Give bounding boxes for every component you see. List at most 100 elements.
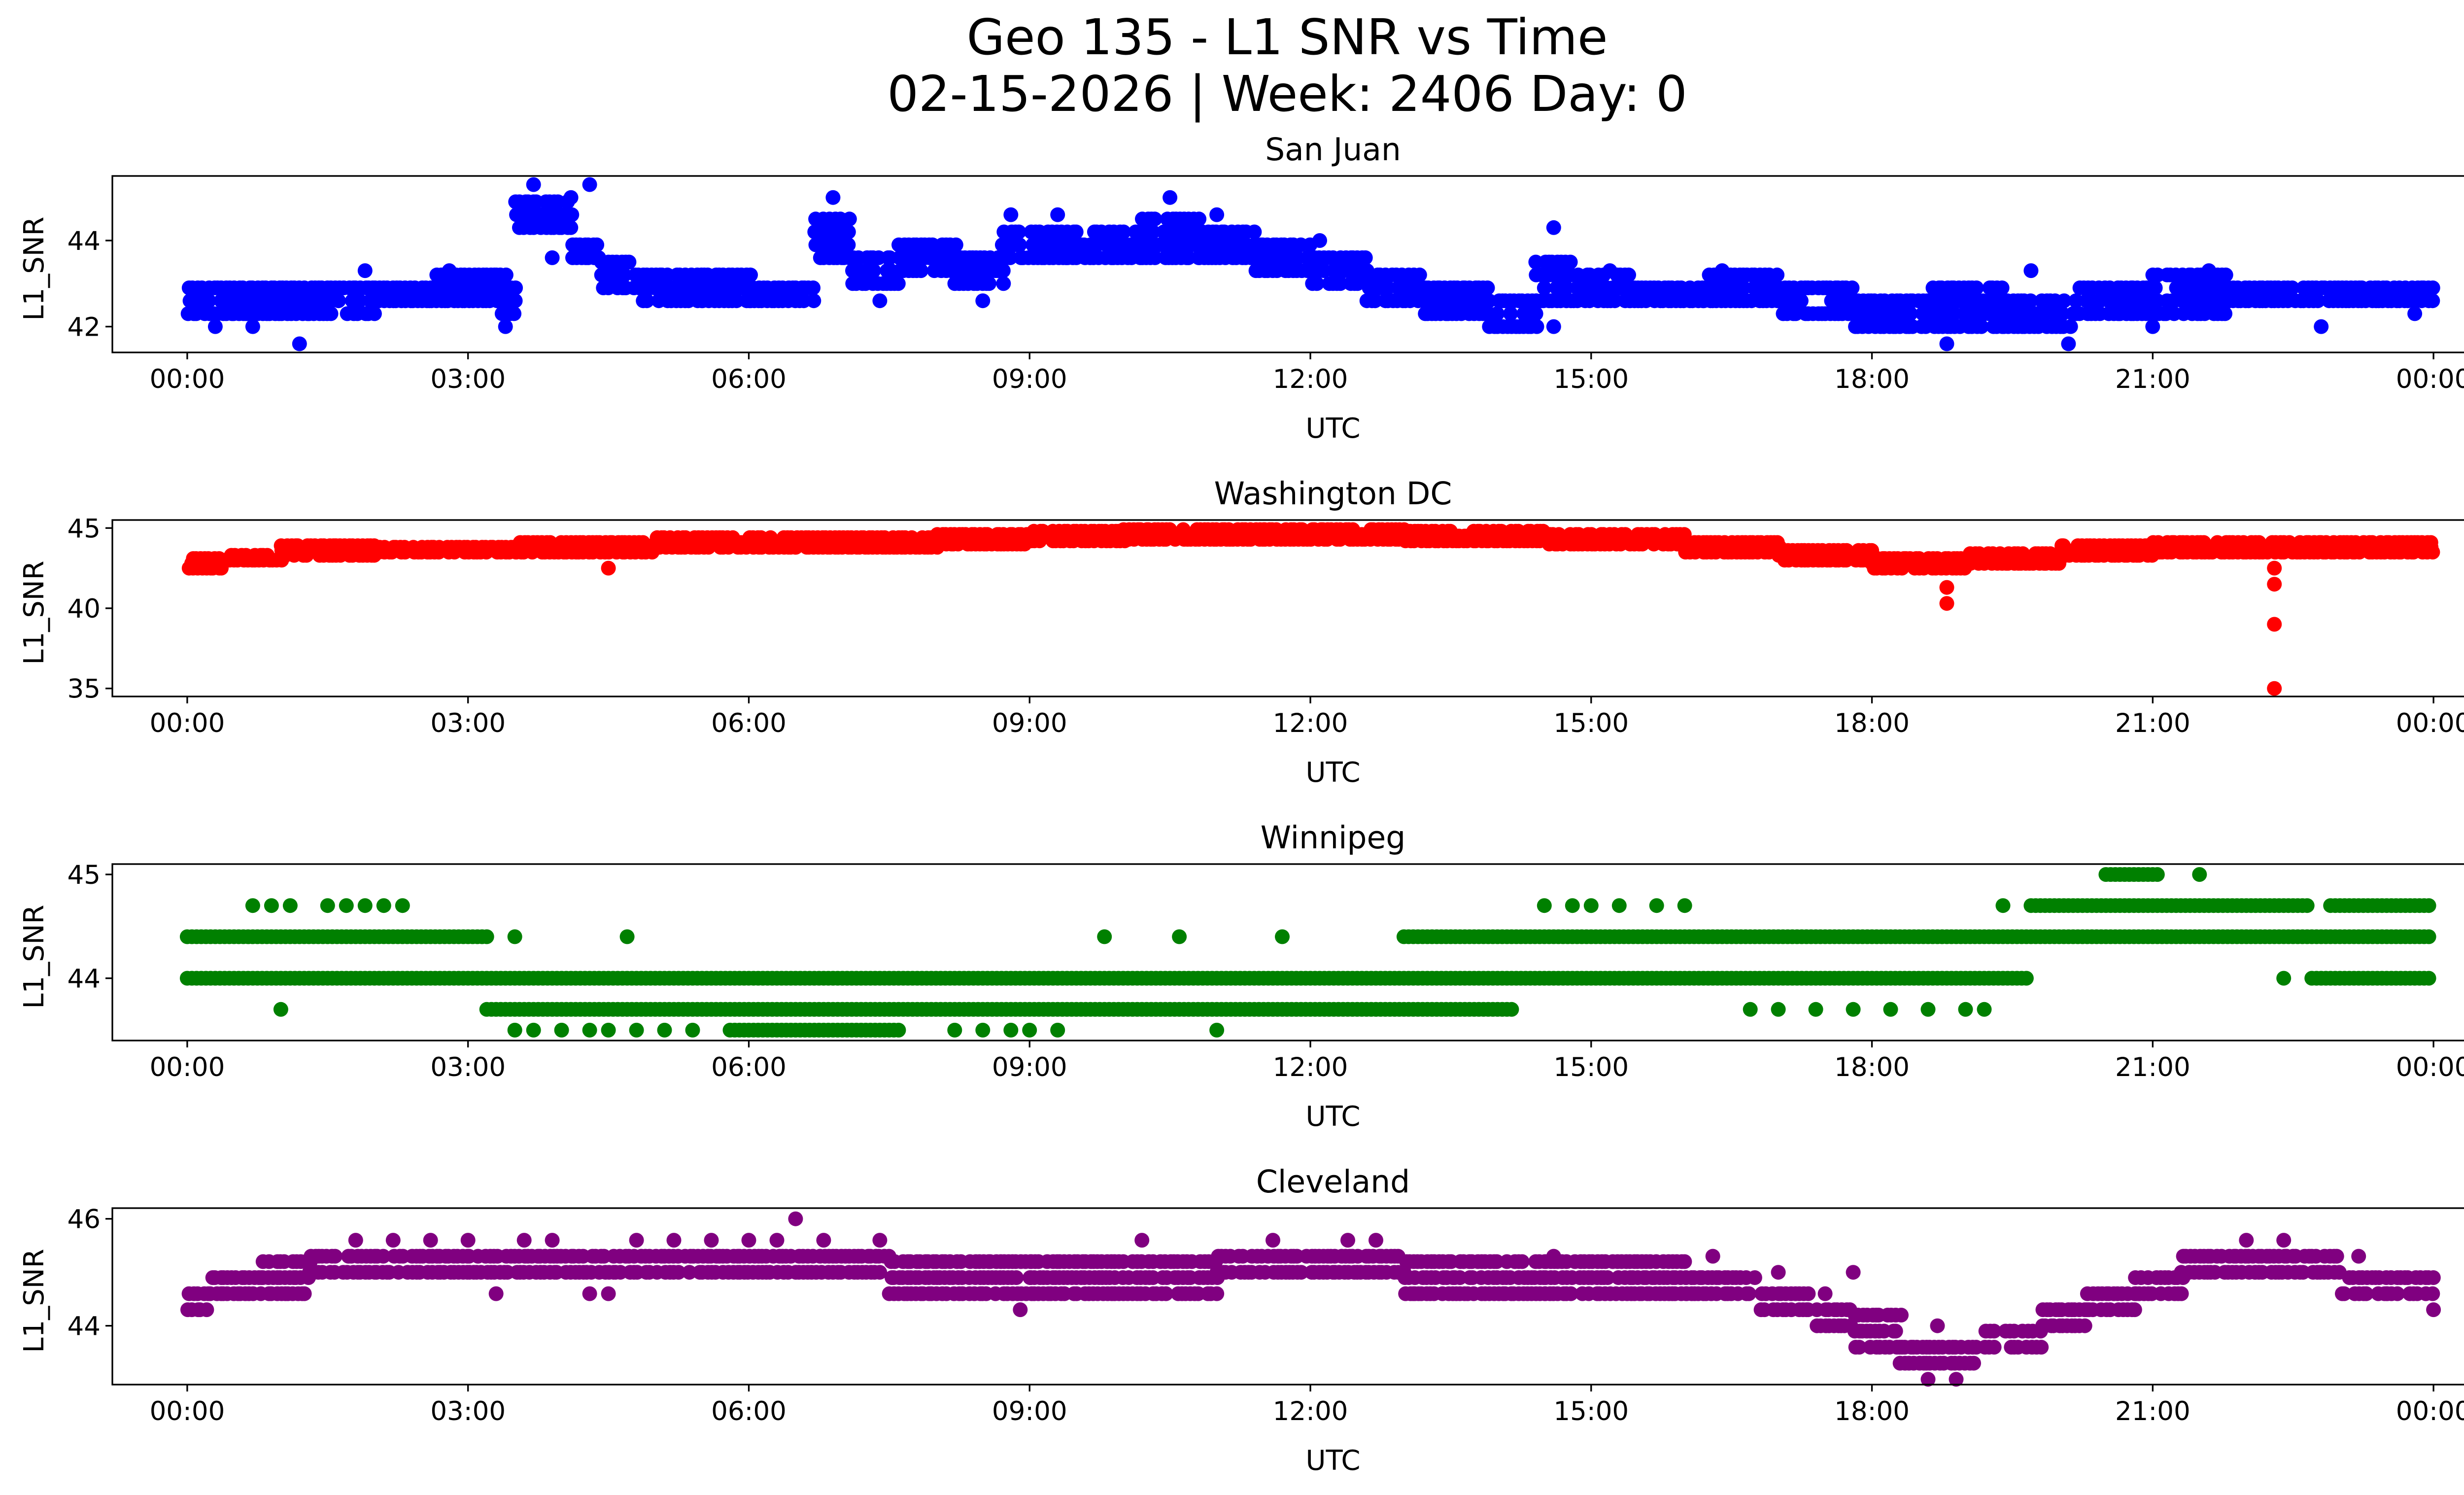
data-point [507,306,522,321]
data-point [1050,207,1065,222]
data-point [1649,898,1664,913]
data-point [1192,211,1207,227]
data-point [331,293,346,309]
data-point [589,237,605,252]
data-point [2285,280,2300,295]
data-point [1481,293,1497,309]
data-point [947,1022,962,1038]
data-point [1583,898,1599,913]
y-axis-label: L1_SNR [18,560,50,664]
y-axis-label: L1_SNR [18,216,50,320]
data-point [563,220,579,235]
data-point [2218,306,2232,321]
data-point [639,293,654,309]
x-tick-label: 03:00 [430,708,506,738]
data-point [1845,280,1860,295]
data-point [2192,867,2207,882]
data-point [1902,319,1917,334]
data-point [1209,1022,1225,1038]
data-point [564,207,580,222]
x-tick-label: 09:00 [992,708,1067,738]
data-point [2425,280,2440,295]
data-point [297,1286,312,1301]
data-point [2267,577,2282,592]
data-point [207,319,223,334]
data-point [996,276,1011,291]
data-point [545,250,560,265]
data-point [264,898,279,913]
axes-frame [111,175,2464,353]
data-point [1546,319,1561,334]
data-point [357,263,373,278]
data-point [671,1265,686,1280]
data-point [1974,319,1989,334]
data-point [2310,293,2326,309]
data-point [2068,293,2084,309]
data-point [1011,224,1027,240]
x-tick-label: 09:00 [992,1052,1067,1082]
data-point [1009,1270,1024,1285]
x-tick-label: 00:00 [2396,364,2464,394]
x-tick-label: 03:00 [430,1052,506,1082]
x-tick-label: 12:00 [1273,1052,1348,1082]
data-point [743,267,758,282]
data-point [2127,1302,2142,1318]
data-point [1537,280,1552,295]
data-point [1801,1286,1816,1301]
x-tick-label: 00:00 [2396,708,2464,738]
data-point [1969,280,1984,295]
data-point [1147,250,1163,265]
data-point [872,293,888,309]
x-axis-label: UTC [1305,1445,1360,1477]
data-point [1022,1022,1037,1038]
data-point [1608,293,1622,309]
y-tick-label: 42 [68,313,101,343]
x-axis-ticks: 00:00 03:00 06:00 09:00 12:00 15:00 18:00 21:00… [150,1041,2464,1082]
data-point [554,1022,569,1038]
data-point [825,190,841,205]
data-points [179,867,2436,1038]
data-point [1546,220,1561,235]
data-point [201,293,216,309]
data-point [1002,250,1018,265]
data-point [1147,211,1163,227]
data-point [2276,971,2292,986]
data-point [1888,1323,1903,1339]
data-point [1068,224,1084,240]
data-point [1939,336,1954,351]
panel-winnipeg: Winnipeg UTC L1_SNR 00:00 03:00 06:00 09:00… [18,820,2464,1133]
data-point [1741,1286,1756,1301]
data-point [1209,1286,1225,1301]
data-point [1677,898,1692,913]
data-point [1903,306,1918,321]
data-point [657,1022,672,1038]
data-point [1480,280,1495,295]
x-tick-label: 15:00 [1553,364,1629,394]
data-point [1209,207,1225,222]
data-point [376,1249,391,1264]
data-point [621,254,637,270]
panel-washington-dc: Washington DC UTC L1_SNR 00:00 03:00 06:00… [18,476,2464,789]
data-point [1003,207,1019,222]
data-point [1846,1002,1861,1017]
data-point [982,276,996,291]
data-point [245,898,260,913]
data-point [1316,263,1332,278]
data-point [729,293,744,309]
data-point [327,1249,342,1264]
data-point [841,224,856,240]
x-tick-label: 00:00 [2396,1052,2464,1082]
data-point [2421,898,2436,913]
data-point [2299,898,2315,913]
data-point [352,293,367,309]
x-tick-label: 06:00 [711,708,787,738]
data-point [376,898,391,913]
data-point [2148,280,2163,295]
x-axis-label: UTC [1305,1101,1360,1133]
data-point [1986,1323,2002,1339]
data-point [1677,1254,1692,1269]
data-point [975,293,991,309]
data-point [1565,898,1580,913]
x-axis-ticks: 00:00 03:00 06:00 09:00 12:00 15:00 18:00 21:00… [150,352,2464,394]
data-point [872,1265,888,1280]
